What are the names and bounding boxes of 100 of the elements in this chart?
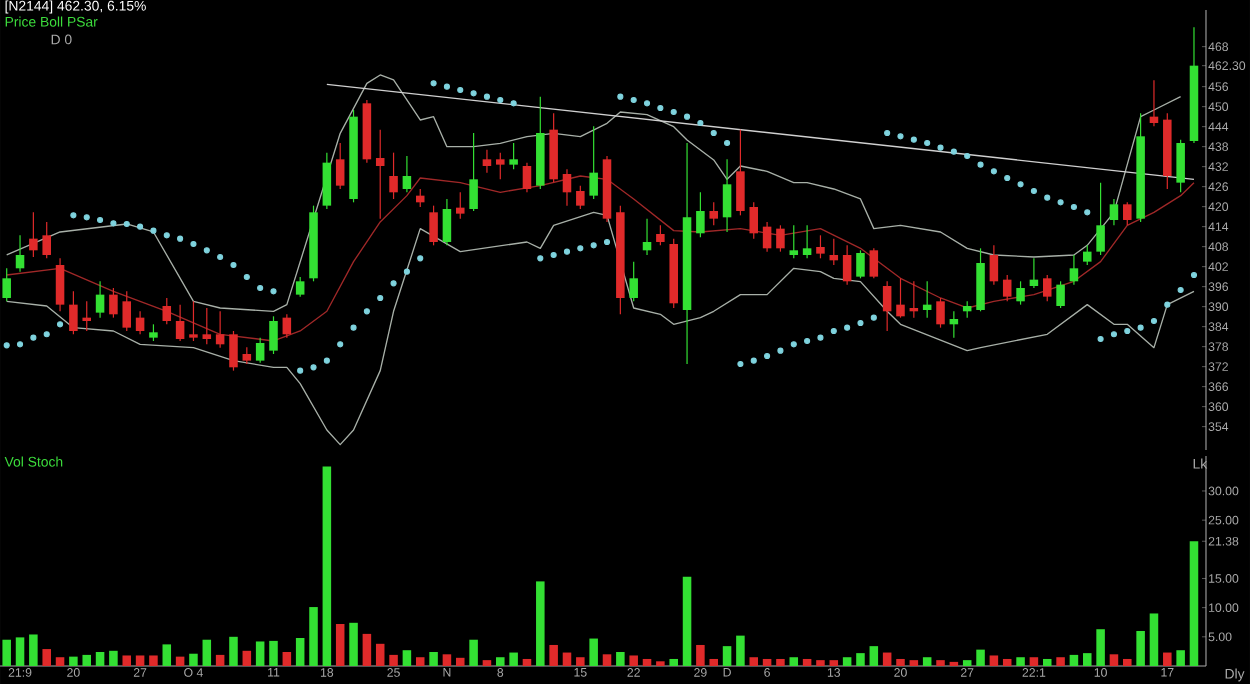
bar bbox=[55, 657, 65, 666]
candlestick bbox=[95, 280, 105, 319]
candlestick bbox=[976, 247, 985, 312]
candlestick bbox=[429, 205, 438, 246]
candlestick bbox=[789, 224, 799, 259]
bar bbox=[1109, 654, 1119, 666]
bar bbox=[1136, 630, 1145, 666]
bar bbox=[442, 654, 452, 666]
bar bbox=[389, 654, 398, 666]
candlestick bbox=[335, 142, 345, 190]
bar bbox=[415, 657, 425, 666]
bar bbox=[1016, 657, 1025, 666]
bar bbox=[242, 650, 252, 666]
bar bbox=[709, 658, 718, 666]
candlestick bbox=[509, 142, 518, 170]
bar bbox=[549, 644, 558, 666]
candlestick bbox=[989, 244, 999, 286]
bar bbox=[2, 639, 11, 666]
candlestick bbox=[255, 337, 265, 364]
bar bbox=[362, 633, 372, 666]
bar bbox=[282, 651, 292, 666]
bar bbox=[976, 649, 985, 666]
bar bbox=[616, 651, 625, 666]
candlestick bbox=[29, 211, 38, 258]
candlestick bbox=[1002, 274, 1012, 302]
bar bbox=[402, 650, 412, 666]
bar bbox=[175, 656, 185, 666]
candlestick bbox=[442, 198, 452, 246]
bar bbox=[589, 638, 598, 666]
candlestick bbox=[656, 224, 665, 246]
candlestick bbox=[882, 280, 892, 332]
candlestick bbox=[229, 330, 238, 372]
candlestick bbox=[522, 162, 532, 193]
bar bbox=[856, 653, 865, 666]
bar bbox=[1042, 658, 1052, 666]
bar bbox=[536, 581, 545, 666]
bar bbox=[842, 657, 852, 666]
candlestick bbox=[215, 310, 225, 349]
line-series bbox=[6, 211, 1195, 446]
bar bbox=[1176, 650, 1185, 666]
candlestick bbox=[135, 310, 145, 335]
bar bbox=[202, 639, 212, 666]
bar bbox=[1149, 613, 1159, 666]
bar bbox=[1096, 629, 1105, 666]
bar bbox=[1163, 652, 1172, 666]
candlestick bbox=[1082, 244, 1092, 266]
bar bbox=[375, 643, 385, 666]
bar bbox=[15, 637, 25, 666]
bar bbox=[682, 576, 692, 666]
bar bbox=[1069, 654, 1079, 666]
bar bbox=[962, 660, 972, 666]
candlestick bbox=[389, 152, 398, 200]
bar bbox=[322, 466, 332, 666]
candlestick bbox=[175, 304, 185, 342]
bar bbox=[1029, 657, 1039, 666]
candlestick bbox=[896, 277, 905, 319]
candlestick bbox=[776, 224, 785, 253]
bar bbox=[42, 649, 51, 666]
candlestick bbox=[202, 307, 212, 345]
candlestick bbox=[469, 132, 478, 212]
bar bbox=[869, 646, 879, 666]
bar bbox=[162, 644, 172, 666]
bar bbox=[109, 650, 118, 666]
candlestick bbox=[109, 287, 118, 319]
candlestick bbox=[856, 249, 865, 279]
bar bbox=[1189, 541, 1199, 666]
candlestick bbox=[936, 297, 945, 329]
candlestick bbox=[189, 300, 198, 342]
bar bbox=[1002, 658, 1012, 666]
candlestick bbox=[842, 244, 852, 286]
bar bbox=[722, 646, 732, 666]
bar bbox=[789, 657, 799, 666]
candlestick bbox=[722, 158, 732, 233]
bar bbox=[122, 655, 132, 666]
candlestick bbox=[696, 191, 705, 238]
bar bbox=[496, 657, 505, 666]
candlestick bbox=[402, 155, 412, 193]
bar bbox=[215, 654, 225, 666]
bar bbox=[749, 657, 759, 666]
bar bbox=[189, 653, 198, 666]
bar bbox=[349, 622, 358, 666]
candlestick bbox=[295, 276, 305, 298]
candlestick bbox=[642, 218, 652, 256]
bar bbox=[522, 658, 532, 666]
candlestick bbox=[82, 300, 91, 332]
bar bbox=[335, 623, 345, 666]
bar bbox=[909, 660, 919, 666]
bar bbox=[602, 654, 612, 666]
bar bbox=[135, 655, 145, 666]
bar bbox=[562, 652, 572, 666]
bar bbox=[429, 651, 438, 666]
candlestick bbox=[55, 257, 65, 312]
candlestick bbox=[1069, 254, 1079, 286]
bar bbox=[295, 637, 305, 666]
bar bbox=[469, 639, 478, 666]
bar bbox=[629, 655, 638, 666]
bar bbox=[762, 658, 772, 666]
bar bbox=[642, 658, 652, 666]
bar bbox=[989, 655, 999, 666]
candlestick bbox=[269, 315, 278, 355]
